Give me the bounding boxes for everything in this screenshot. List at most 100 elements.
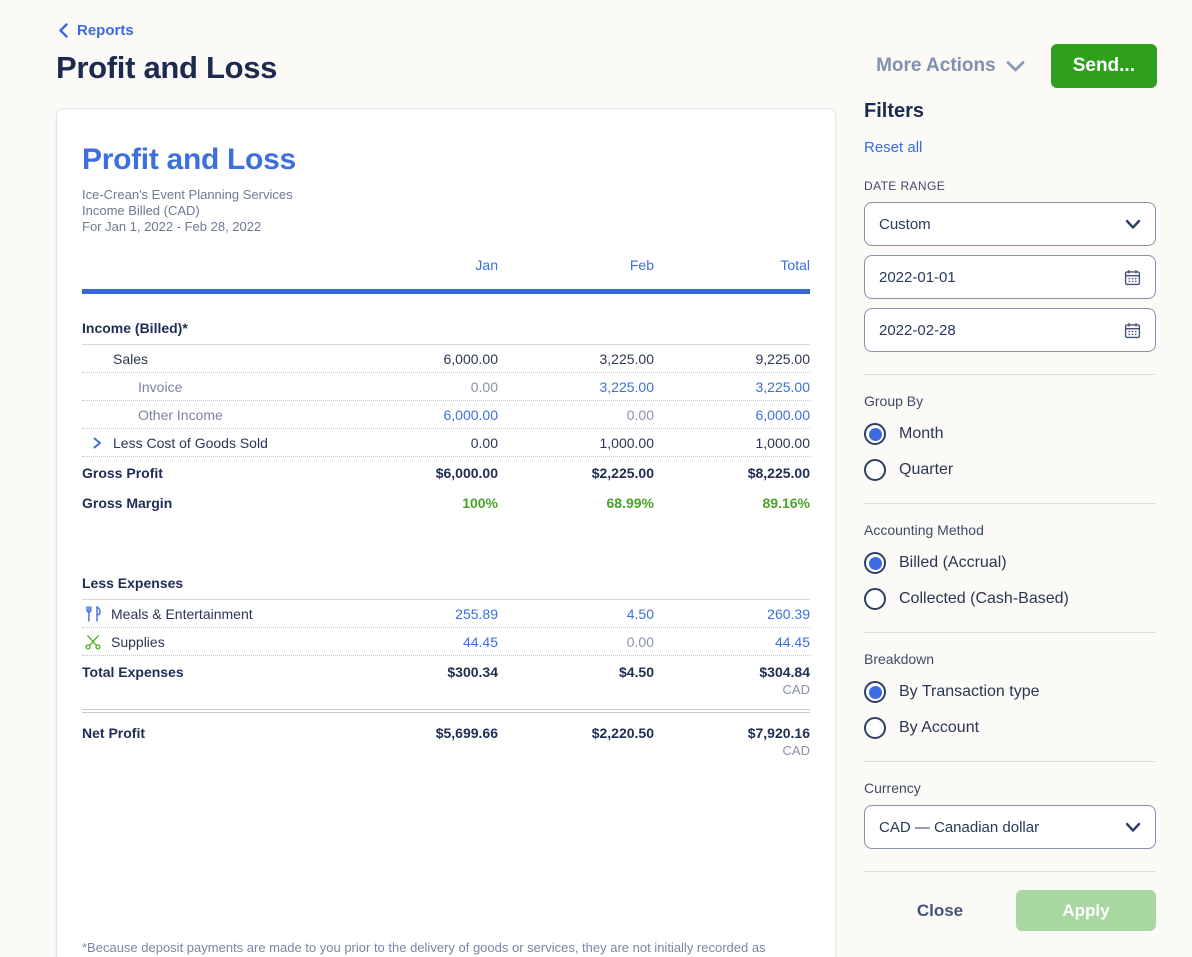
- radio-group-by-month[interactable]: Month: [864, 423, 1156, 445]
- radio-unselected-icon[interactable]: [864, 717, 886, 739]
- cell-total[interactable]: 44.45: [774, 633, 810, 650]
- cell-feb: $2,225.00: [591, 465, 654, 481]
- row-label: Sales: [113, 350, 149, 367]
- radio-selected-icon[interactable]: [864, 423, 886, 445]
- row-label: Supplies: [111, 633, 165, 650]
- end-date-input[interactable]: [879, 321, 1124, 339]
- table-row-supplies: Supplies 44.45 0.00 44.45: [82, 628, 810, 656]
- date-range-select[interactable]: Custom: [864, 202, 1156, 246]
- currency-select[interactable]: CAD — Canadian dollar: [864, 805, 1156, 849]
- cell-total: $8,225.00: [747, 465, 810, 481]
- row-label: Meals & Entertainment: [111, 605, 253, 622]
- column-header-jan: Jan: [475, 257, 498, 273]
- cell-feb[interactable]: 4.50: [626, 605, 654, 622]
- gross-margin-row: Gross Margin 100% 68.99% 89.16%: [82, 487, 810, 517]
- filters-title: Filters: [864, 100, 925, 122]
- cell-total: $7,920.16: [747, 725, 810, 741]
- filters-panel: Filters Reset all DATE RANGE Custom Grou…: [864, 100, 1156, 931]
- net-profit-row: Net Profit $5,699.66 $2,220.50 $7,920.16…: [82, 717, 810, 764]
- table-row-invoice: Invoice 0.00 3,225.00 3,225.00: [82, 373, 810, 401]
- cell-feb[interactable]: 3,225.00: [599, 378, 655, 395]
- radio-by-transaction-type[interactable]: By Transaction type: [864, 681, 1156, 703]
- currency-note: CAD: [782, 743, 810, 758]
- cell-total: 9,225.00: [755, 350, 811, 367]
- chevron-right-icon[interactable]: [90, 436, 104, 450]
- cell-feb: $4.50: [618, 664, 654, 680]
- gross-profit-row: Gross Profit $6,000.00 $2,225.00 $8,225.…: [82, 457, 810, 487]
- row-label: Invoice: [138, 378, 183, 395]
- radio-label: By Account: [899, 719, 980, 736]
- cell-total[interactable]: 6,000.00: [755, 406, 811, 423]
- cell-total-group: $7,920.16 CAD: [654, 725, 810, 758]
- row-label-group: Meals & Entertainment: [82, 605, 342, 622]
- calendar-icon[interactable]: [1124, 322, 1141, 339]
- radio-label: Quarter: [899, 461, 954, 478]
- start-date-field[interactable]: [864, 255, 1156, 299]
- scissors-icon: [85, 634, 101, 649]
- apply-button[interactable]: Apply: [1016, 890, 1156, 931]
- close-button[interactable]: Close: [916, 900, 964, 920]
- radio-selected-icon[interactable]: [864, 552, 886, 574]
- radio-by-account[interactable]: By Account: [864, 717, 1156, 739]
- calendar-icon[interactable]: [1124, 269, 1141, 286]
- end-date-field[interactable]: [864, 308, 1156, 352]
- date-range-label: DATE RANGE: [864, 179, 946, 193]
- send-button[interactable]: Send...: [1050, 44, 1157, 88]
- breadcrumb[interactable]: Reports: [58, 22, 134, 39]
- breakdown-label: Breakdown: [864, 651, 935, 667]
- radio-selected-icon[interactable]: [864, 681, 886, 703]
- cell-total: 1,000.00: [755, 434, 811, 451]
- cell-total: 89.16%: [762, 495, 810, 511]
- cell-feb: 1,000.00: [599, 434, 655, 451]
- currency-label: Currency: [864, 780, 921, 796]
- reset-all-link[interactable]: Reset all: [864, 139, 923, 156]
- radio-unselected-icon[interactable]: [864, 588, 886, 610]
- radio-label: Billed (Accrual): [899, 554, 1007, 571]
- cell-total[interactable]: 260.39: [767, 605, 810, 622]
- breadcrumb-label[interactable]: Reports: [77, 22, 134, 39]
- cell-jan: 0.00: [470, 434, 498, 451]
- cell-jan[interactable]: 255.89: [455, 605, 498, 622]
- report-footnote: *Because deposit payments are made to yo…: [82, 940, 766, 957]
- cell-jan: $6,000.00: [435, 465, 498, 481]
- double-rule: [82, 709, 810, 713]
- row-label: Less Cost of Goods Sold: [113, 434, 268, 451]
- report-card: Profit and Loss Ice-Crean's Event Planni…: [56, 108, 836, 957]
- row-label: Gross Margin: [82, 495, 173, 511]
- report-meta: Ice-Crean's Event Planning Services Inco…: [82, 187, 810, 235]
- radio-group-by-quarter[interactable]: Quarter: [864, 459, 1156, 481]
- filter-actions: Close Apply: [864, 890, 1156, 931]
- income-section-header: Income (Billed)*: [82, 320, 810, 345]
- chevron-down-icon: [1125, 822, 1141, 832]
- cell-total-group: $304.84 CAD: [654, 664, 810, 697]
- chevron-down-icon: [1006, 60, 1025, 71]
- cell-total: $304.84: [759, 664, 810, 680]
- expenses-section-header: Less Expenses: [82, 575, 810, 600]
- top-actions: More Actions Send...: [876, 44, 1157, 88]
- cell-jan: $5,699.66: [435, 725, 498, 741]
- cell-total[interactable]: 3,225.00: [755, 378, 811, 395]
- more-actions-button[interactable]: More Actions: [876, 55, 1025, 77]
- radio-collected-cash[interactable]: Collected (Cash-Based): [864, 588, 1156, 610]
- cell-feb: 68.99%: [606, 495, 654, 511]
- row-label: Total Expenses: [82, 664, 184, 680]
- radio-unselected-icon[interactable]: [864, 459, 886, 481]
- cell-jan[interactable]: 44.45: [462, 633, 498, 650]
- table-row-sales: Sales 6,000.00 3,225.00 9,225.00: [82, 345, 810, 373]
- divider: [864, 761, 1156, 762]
- radio-billed-accrual[interactable]: Billed (Accrual): [864, 552, 1156, 574]
- chevron-down-icon: [1125, 219, 1141, 229]
- accounting-method-label: Accounting Method: [864, 522, 984, 538]
- divider: [864, 503, 1156, 504]
- currency-note: CAD: [782, 682, 810, 697]
- cell-jan[interactable]: 6,000.00: [443, 406, 499, 423]
- row-label: Gross Profit: [82, 465, 163, 481]
- currency-value: CAD — Canadian dollar: [879, 818, 1040, 836]
- row-label-group: Supplies: [82, 634, 342, 650]
- header-rule: [82, 289, 810, 294]
- divider: [864, 871, 1156, 872]
- row-label: Net Profit: [82, 725, 145, 741]
- start-date-input[interactable]: [879, 268, 1124, 286]
- report-period: For Jan 1, 2022 - Feb 28, 2022: [82, 219, 262, 234]
- page-title: Profit and Loss: [56, 50, 278, 85]
